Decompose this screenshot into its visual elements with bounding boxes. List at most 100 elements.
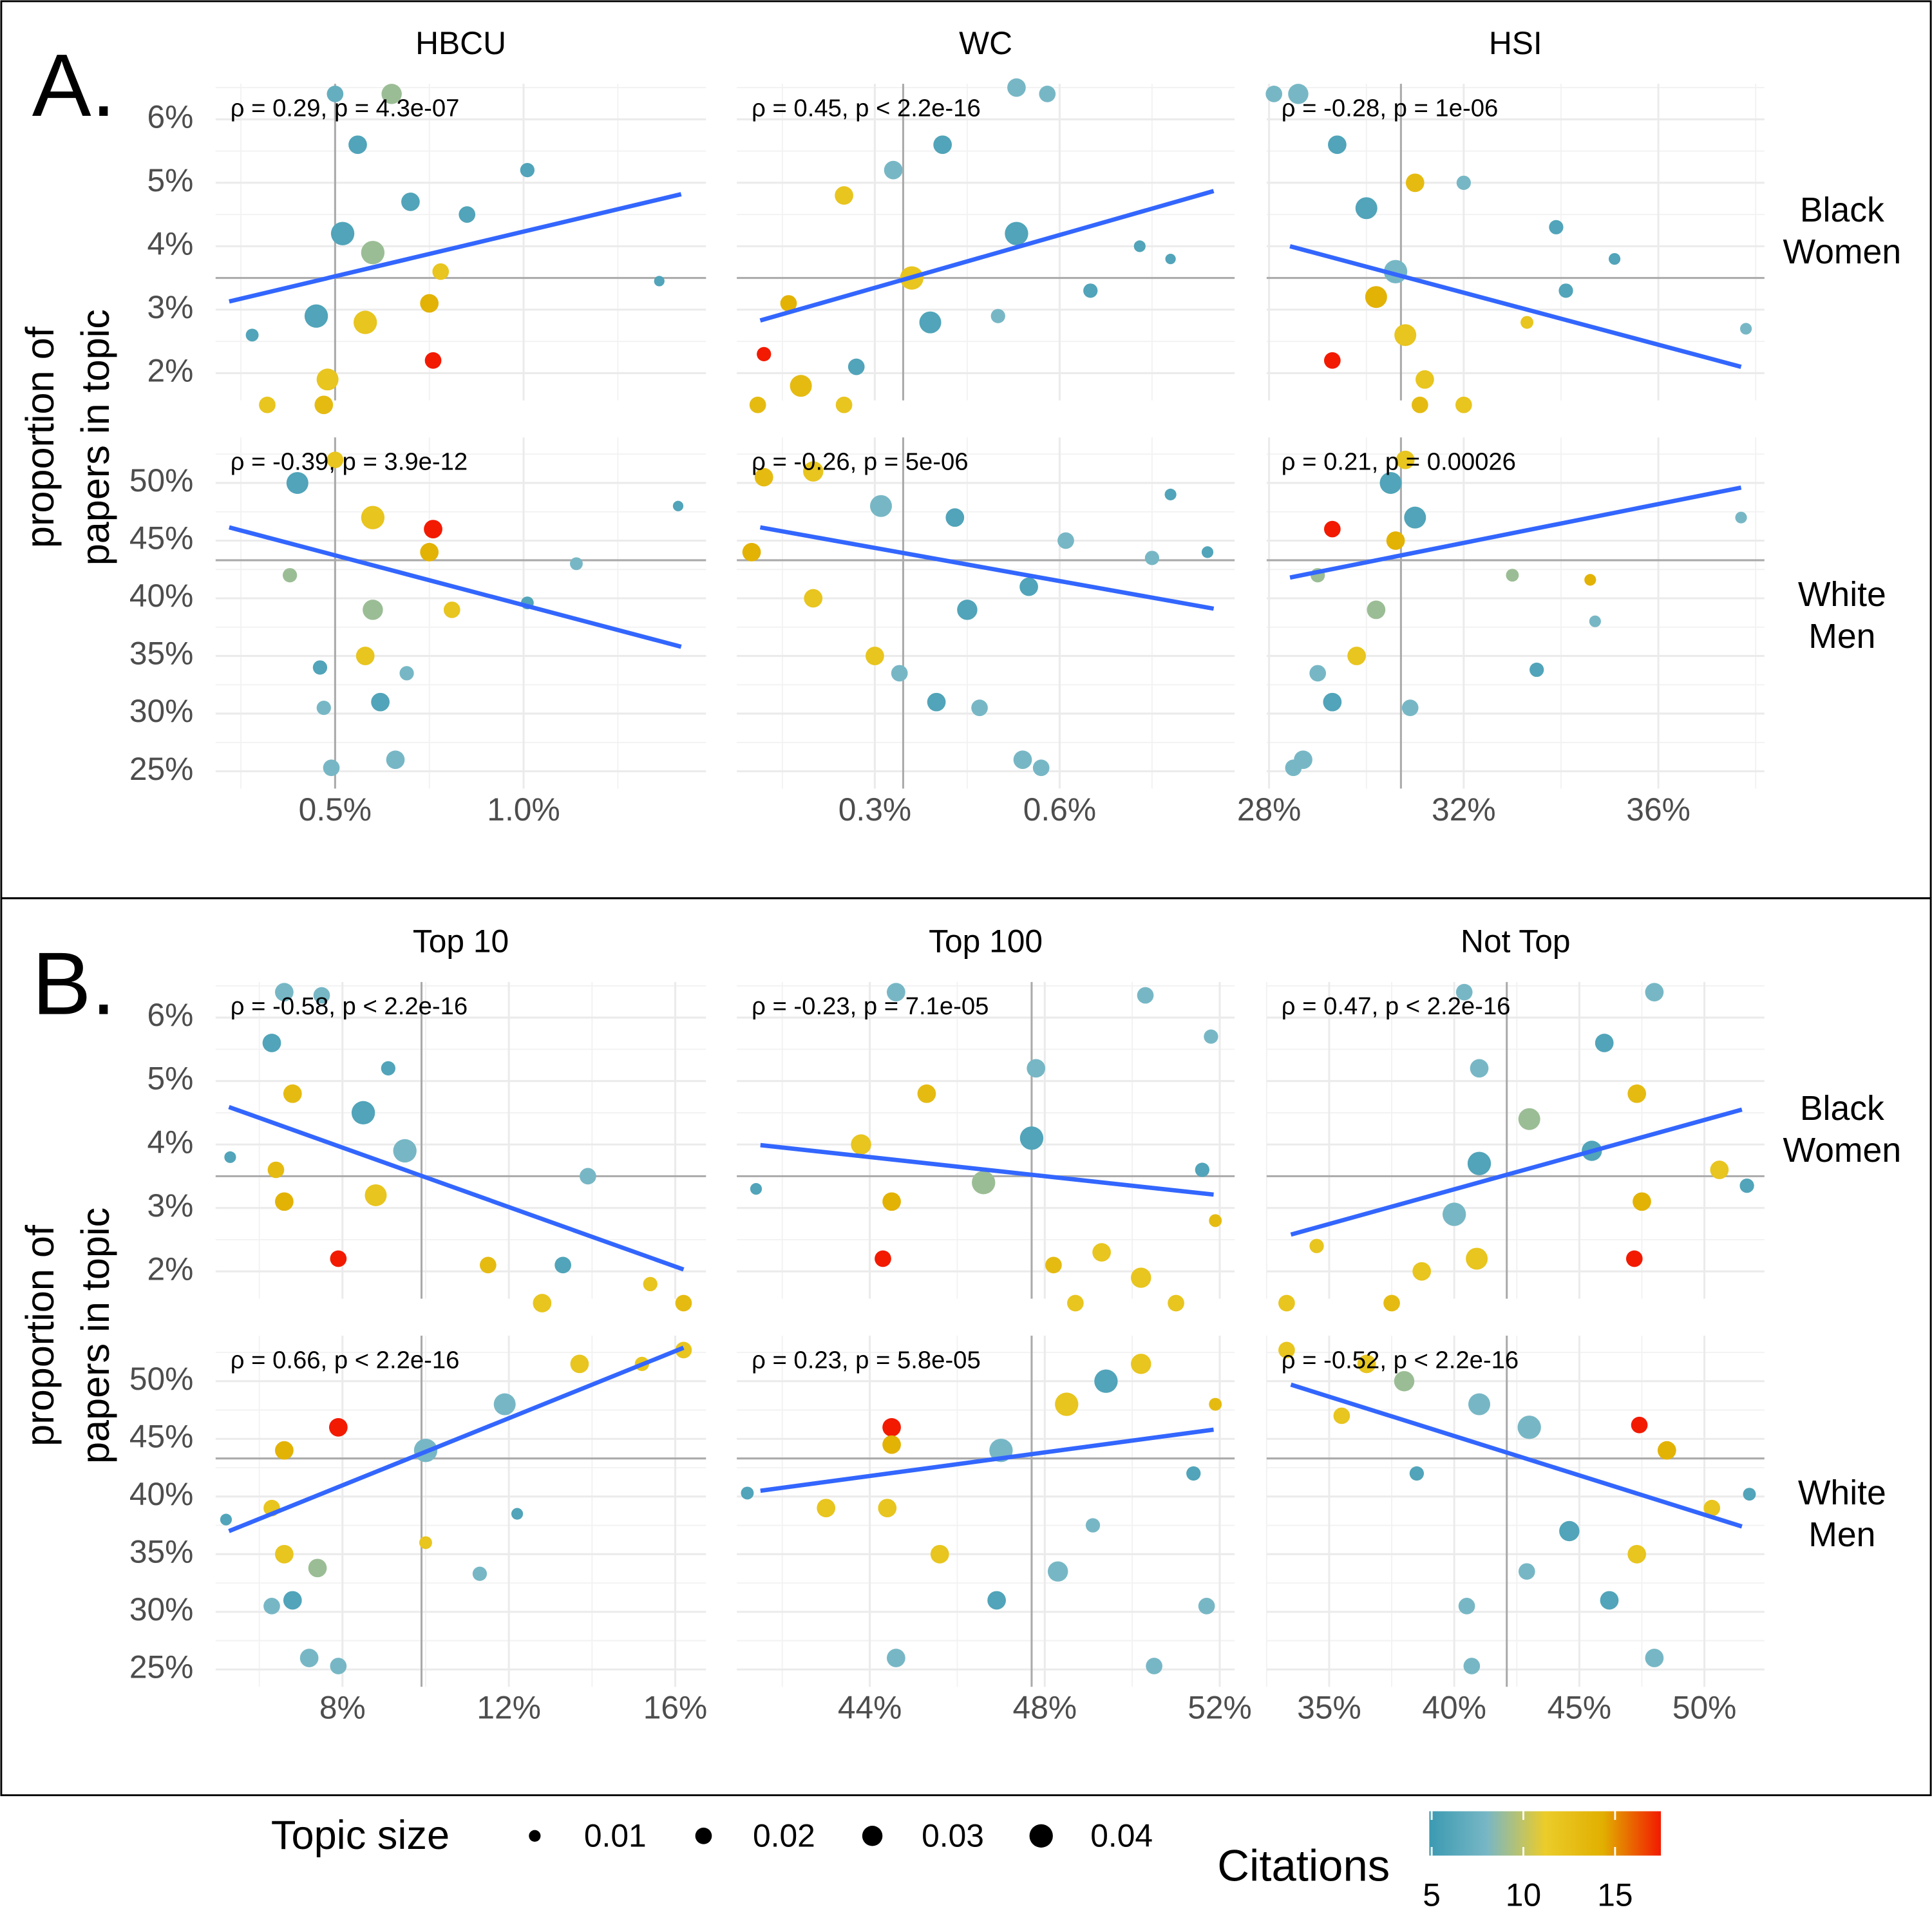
point <box>1323 352 1341 369</box>
panel: ρ = -0.23, p = 7.1e-05 <box>737 981 1235 1312</box>
trend-line <box>1290 1382 1743 1529</box>
y-tick-label: 6% <box>147 997 193 1033</box>
x-tick-label: 8% <box>319 1690 366 1726</box>
point <box>957 600 978 620</box>
point <box>1204 1029 1218 1044</box>
point <box>987 1591 1006 1610</box>
point <box>480 1256 497 1274</box>
point <box>1517 1416 1541 1439</box>
point <box>1458 1598 1475 1615</box>
x-tick-label: 0.6% <box>1023 791 1096 828</box>
point <box>1047 1561 1068 1582</box>
point <box>1007 78 1026 97</box>
point <box>520 162 535 178</box>
y-tick-label: 50% <box>129 1361 194 1397</box>
legend-size-key <box>529 1830 541 1842</box>
panel: ρ = 0.21, p = 0.00026 <box>1266 437 1765 789</box>
x-tick-label: 0.3% <box>838 791 911 828</box>
annotation: ρ = 0.21, p = 0.00026 <box>1282 448 1516 475</box>
y-tick-label: 45% <box>129 1418 194 1454</box>
point <box>1309 665 1327 682</box>
point <box>1144 551 1160 565</box>
point <box>1633 1192 1651 1211</box>
point <box>866 647 884 665</box>
point <box>1456 175 1471 190</box>
point <box>275 983 294 1002</box>
point <box>1133 240 1146 252</box>
y-tick-label: 25% <box>129 1649 194 1685</box>
point <box>1323 520 1341 538</box>
point <box>361 506 385 529</box>
point <box>1739 1179 1754 1193</box>
point <box>420 294 439 313</box>
y-tick-label: 3% <box>147 1188 193 1224</box>
point <box>1470 1059 1489 1078</box>
point <box>275 1544 294 1564</box>
point <box>351 1101 375 1125</box>
y-tick-label: 45% <box>129 520 194 556</box>
point <box>971 699 988 716</box>
point <box>917 1084 936 1103</box>
point <box>381 1061 395 1076</box>
x-tick-label: 12% <box>477 1690 541 1726</box>
point <box>654 276 665 287</box>
point <box>330 222 355 245</box>
annotation: ρ = 0.47, p < 2.2e-16 <box>1282 992 1511 1020</box>
legend-title: Citations <box>1217 1841 1390 1891</box>
point <box>1019 1126 1044 1150</box>
row-label: Men <box>1808 1516 1875 1554</box>
column-title: Not Top <box>1461 923 1571 960</box>
panel: ρ = -0.39, p = 3.9e-12 <box>215 437 706 789</box>
point <box>420 543 439 562</box>
point <box>1394 1370 1415 1392</box>
point <box>424 520 442 538</box>
panel: ρ = -0.26, p = 5e-06 <box>737 437 1235 789</box>
point <box>1165 253 1176 265</box>
x-tick-label: 28% <box>1237 791 1302 828</box>
point <box>259 396 276 413</box>
point <box>1411 396 1428 413</box>
point <box>275 1192 294 1211</box>
point <box>848 358 865 375</box>
trend-line <box>228 1104 685 1272</box>
point <box>330 1250 347 1267</box>
point <box>1094 1369 1118 1393</box>
point <box>1309 1238 1324 1253</box>
trend-line <box>759 189 1215 323</box>
annotation: ρ = 0.45, p < 2.2e-16 <box>752 94 981 122</box>
point <box>1019 577 1038 596</box>
point <box>803 461 824 482</box>
section-frame <box>0 897 1932 1797</box>
row-label: White <box>1798 1474 1886 1512</box>
point <box>790 375 812 397</box>
row-label: Black <box>1800 191 1884 229</box>
point <box>1442 1202 1466 1226</box>
x-tick-label: 16% <box>643 1690 708 1726</box>
trend-line <box>229 192 682 304</box>
point <box>1627 1084 1647 1103</box>
y-tick-label: 40% <box>129 1476 194 1512</box>
point <box>1198 1598 1215 1615</box>
point <box>1735 511 1747 524</box>
x-tick-label: 44% <box>838 1690 902 1726</box>
point <box>570 1354 589 1374</box>
point <box>1085 1518 1101 1533</box>
point <box>224 1151 236 1163</box>
x-tick-label: 50% <box>1672 1690 1737 1726</box>
point <box>282 568 298 583</box>
section-tag: A. <box>32 36 116 135</box>
point <box>1455 983 1473 1001</box>
column-title: Top 10 <box>413 923 509 960</box>
point <box>419 1536 432 1549</box>
point <box>1405 173 1425 193</box>
point <box>327 86 344 102</box>
point <box>355 647 375 665</box>
point <box>1083 283 1098 298</box>
point <box>401 193 420 211</box>
point <box>554 1256 571 1274</box>
point <box>1743 1488 1756 1501</box>
point <box>742 543 761 562</box>
point <box>1558 283 1573 298</box>
y-tick-label: 6% <box>147 99 193 135</box>
point <box>878 1499 897 1518</box>
